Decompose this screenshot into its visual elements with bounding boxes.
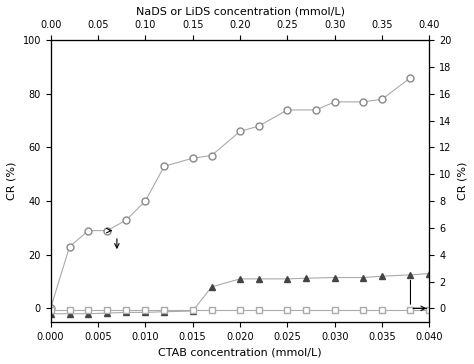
Y-axis label: CR (%): CR (%) xyxy=(457,162,467,200)
X-axis label: CTAB concentration (mmol/L): CTAB concentration (mmol/L) xyxy=(158,347,322,357)
Y-axis label: CR (%): CR (%) xyxy=(7,162,17,200)
X-axis label: NaDS or LiDS concentration (mmol/L): NaDS or LiDS concentration (mmol/L) xyxy=(136,7,345,17)
